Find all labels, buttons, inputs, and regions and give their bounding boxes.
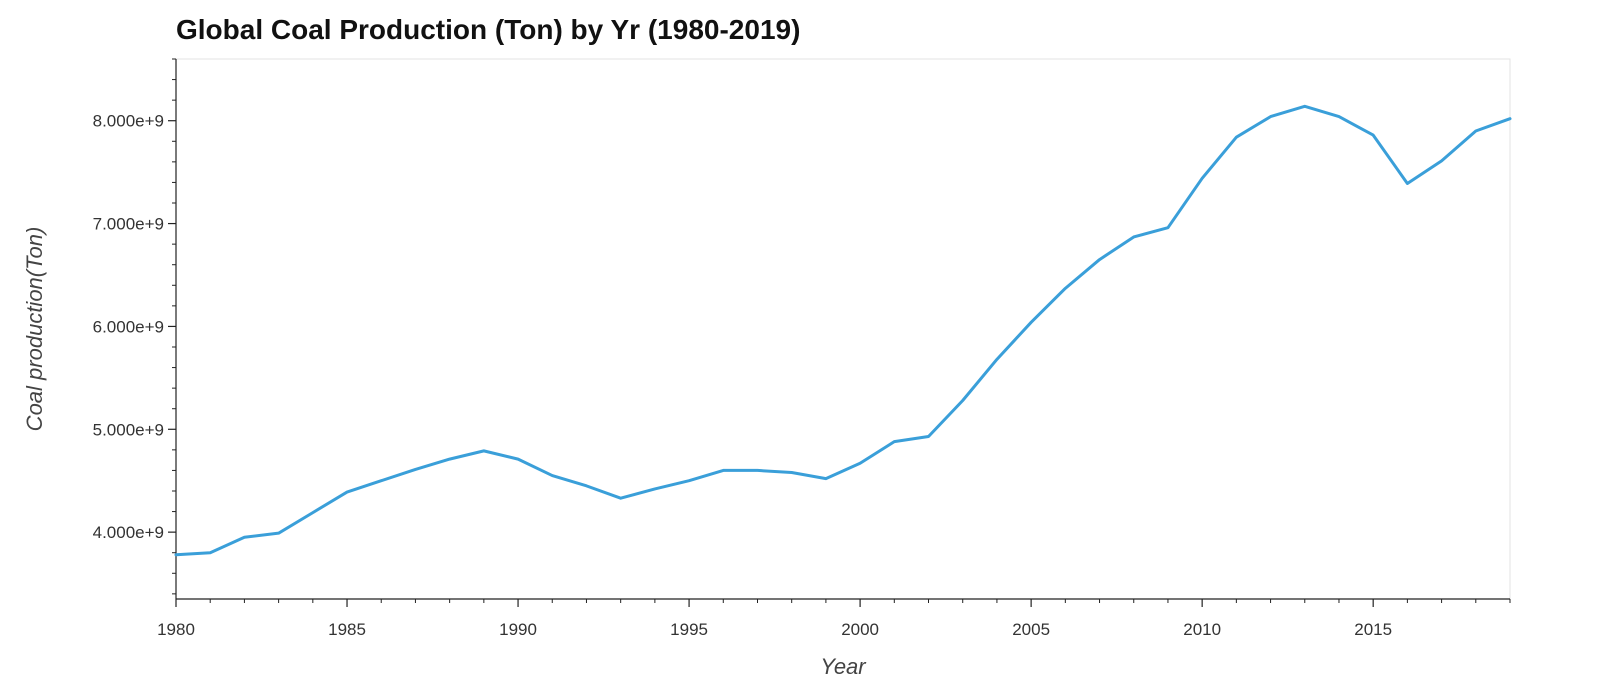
x-tick-label: 2000 xyxy=(841,620,879,639)
x-tick-label: 1990 xyxy=(499,620,537,639)
x-tick-label: 2015 xyxy=(1354,620,1392,639)
x-axis-title: Year xyxy=(820,654,867,679)
x-tick-label: 1995 xyxy=(670,620,708,639)
x-tick-label: 1980 xyxy=(157,620,195,639)
y-tick-label: 4.000e+9 xyxy=(93,523,164,542)
y-tick-label: 7.000e+9 xyxy=(93,215,164,234)
y-axis-title: Coal production(Ton) xyxy=(22,227,47,432)
y-tick-label: 5.000e+9 xyxy=(93,420,164,439)
chart-title: Global Coal Production (Ton) by Yr (1980… xyxy=(176,14,801,45)
x-tick-label: 2010 xyxy=(1183,620,1221,639)
x-tick-label: 2005 xyxy=(1012,620,1050,639)
series-line xyxy=(174,104,1512,557)
x-tick-label: 1985 xyxy=(328,620,366,639)
series-layer xyxy=(174,104,1512,557)
y-tick-label: 6.000e+9 xyxy=(93,317,164,336)
y-axis: 4.000e+9 5.000e+9 6.000e+9 7.000e+9 8.000e+9 xyxy=(93,58,177,599)
x-axis: 1980 1985 1990 1995 2000 2005 2010 2015 xyxy=(157,598,1511,639)
plot-frame xyxy=(175,58,1511,600)
y-tick-label: 8.000e+9 xyxy=(93,112,164,131)
